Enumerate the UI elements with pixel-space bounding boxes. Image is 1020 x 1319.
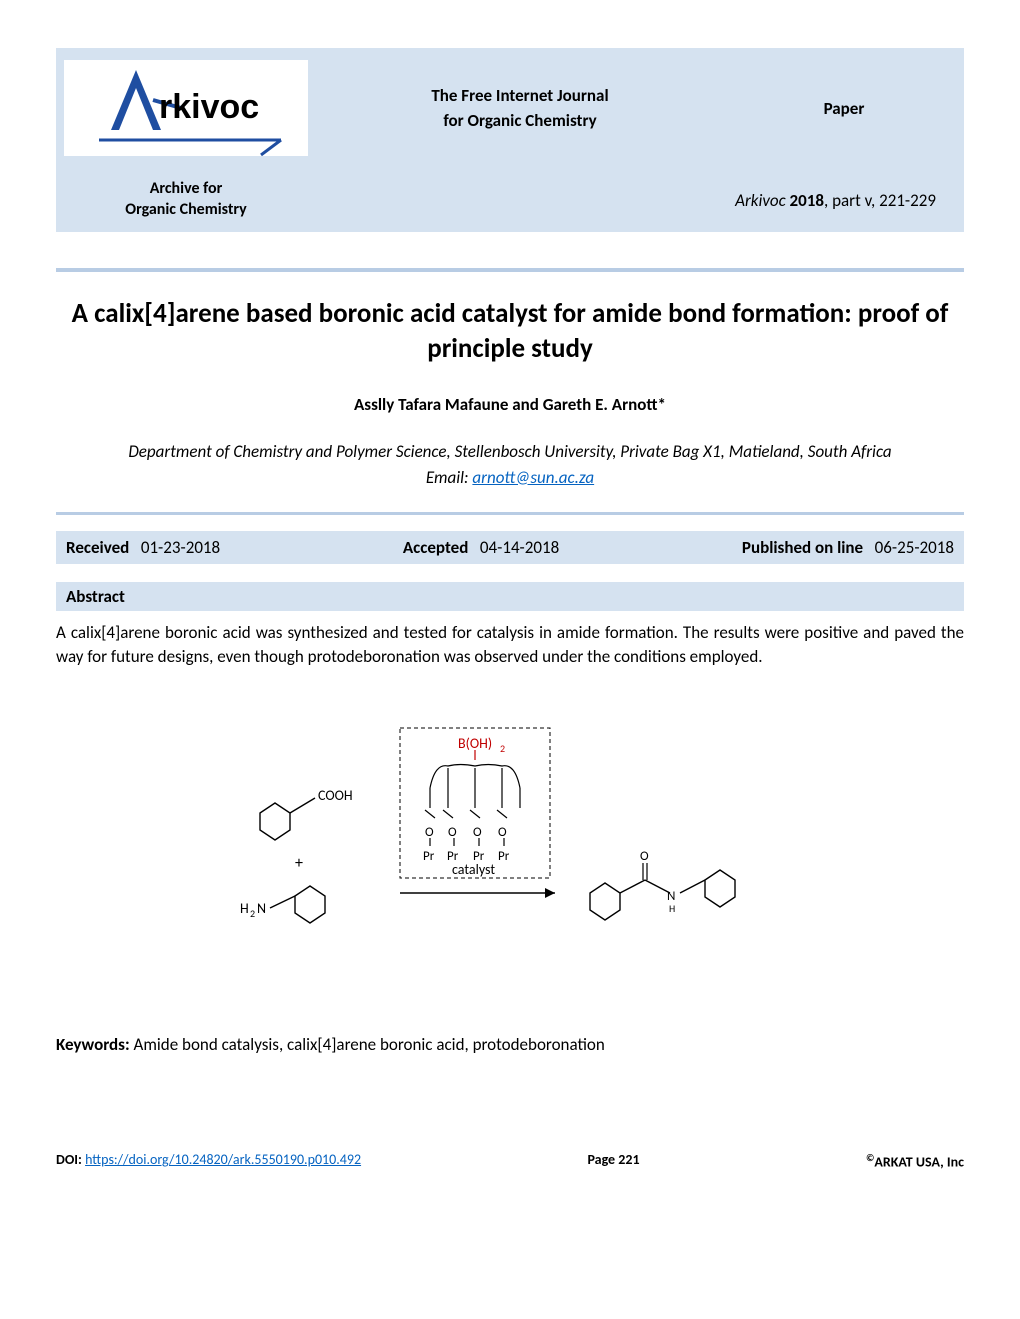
calixarene: O O O O Pr Pr Pr Pr (423, 750, 520, 864)
product-amide: O N H (590, 849, 735, 920)
accepted-label: Accepted (403, 537, 469, 558)
reactant-cooh: COOH (260, 787, 353, 840)
catalyst-label: catalyst (452, 861, 495, 878)
divider-mid (56, 512, 964, 515)
journal-line1: The Free Internet Journal (316, 83, 724, 109)
received-block: Received 01-23-2018 (66, 537, 220, 558)
reaction-scheme-svg: COOH + H 2 N B(OH) 2 O O O O (230, 718, 790, 978)
logo-cell: rkivoc (56, 52, 316, 164)
svg-text:O: O (425, 825, 434, 840)
abstract-heading: Abstract (56, 582, 964, 611)
dates-row: Received 01-23-2018 Accepted 04-14-2018 … (56, 531, 964, 564)
svg-text:Pr: Pr (498, 849, 510, 864)
publisher-name: ARKAT USA, Inc (874, 1154, 964, 1171)
abstract-text: A calix[4]arene boronic acid was synthes… (56, 621, 964, 670)
archive-line2: Organic Chemistry (56, 200, 316, 221)
journal-name: The Free Internet Journal for Organic Ch… (316, 83, 724, 134)
keywords-text: Amide bond catalysis, calix[4]arene boro… (133, 1034, 604, 1055)
svg-text:O: O (448, 825, 457, 840)
doi-label: DOI: (56, 1151, 85, 1168)
published-label: Published on line (742, 537, 863, 558)
affiliation: Department of Chemistry and Polymer Scie… (56, 439, 964, 465)
page-footer: DOI: https://doi.org/10.24820/ark.555019… (56, 1151, 964, 1171)
logo-text: rkivoc (159, 88, 259, 126)
paper-title: A calix[4]arene based boronic acid catal… (56, 296, 964, 366)
paper-type: Paper (724, 98, 964, 119)
publisher: ©ARKAT USA, Inc (866, 1151, 964, 1171)
svg-text:O: O (640, 849, 649, 864)
citation-rest: , part v, 221-229 (824, 190, 936, 211)
svg-text:N: N (257, 900, 266, 917)
citation-journal: Arkivoc (735, 190, 786, 211)
received-date: 01-23-2018 (141, 537, 220, 558)
svg-text:COOH: COOH (318, 787, 353, 804)
svg-text:O: O (473, 825, 482, 840)
accepted-block: Accepted 04-14-2018 (403, 537, 559, 558)
svg-text:2: 2 (500, 742, 505, 755)
journal-line2: for Organic Chemistry (316, 108, 724, 134)
page-number: Page 221 (587, 1151, 639, 1171)
email-link[interactable]: arnott@sun.ac.za (472, 467, 594, 488)
svg-text:H: H (240, 900, 249, 917)
arkivoc-logo-svg: rkivoc (81, 60, 291, 156)
svg-text:H: H (669, 902, 675, 915)
accepted-date: 04-14-2018 (480, 537, 559, 558)
svg-text:2: 2 (250, 907, 255, 920)
citation-year: 2018 (790, 190, 824, 211)
email-line: Email: arnott@sun.ac.za (56, 467, 964, 488)
keywords: Keywords: Amide bond catalysis, calix[4]… (56, 1034, 964, 1055)
published-block: Published on line 06-25-2018 (742, 537, 954, 558)
doi-block: DOI: https://doi.org/10.24820/ark.555019… (56, 1151, 361, 1171)
boh2-label: B(OH) (458, 735, 492, 752)
authors: Asslly Tafara Mafaune and Gareth E. Arno… (56, 394, 964, 415)
plus-sign: + (295, 854, 303, 873)
archive-label: Archive for Organic Chemistry (56, 179, 316, 221)
journal-header: rkivoc The Free Internet Journal for Org… (56, 48, 964, 232)
archive-line1: Archive for (56, 179, 316, 200)
arkivoc-logo: rkivoc (64, 60, 308, 156)
divider-top (56, 268, 964, 272)
received-label: Received (66, 537, 129, 558)
email-label: Email: (426, 467, 473, 488)
reaction-scheme: COOH + H 2 N B(OH) 2 O O O O (56, 718, 964, 978)
reactant-amine: H 2 N (240, 886, 325, 923)
citation: Arkivoc 2018, part v, 221-229 (316, 190, 964, 211)
svg-text:O: O (498, 825, 507, 840)
arrowhead-icon (545, 888, 555, 898)
doi-link[interactable]: https://doi.org/10.24820/ark.5550190.p01… (85, 1151, 361, 1168)
published-date: 06-25-2018 (875, 537, 954, 558)
svg-text:Pr: Pr (423, 849, 435, 864)
keywords-label: Keywords: (56, 1034, 133, 1055)
